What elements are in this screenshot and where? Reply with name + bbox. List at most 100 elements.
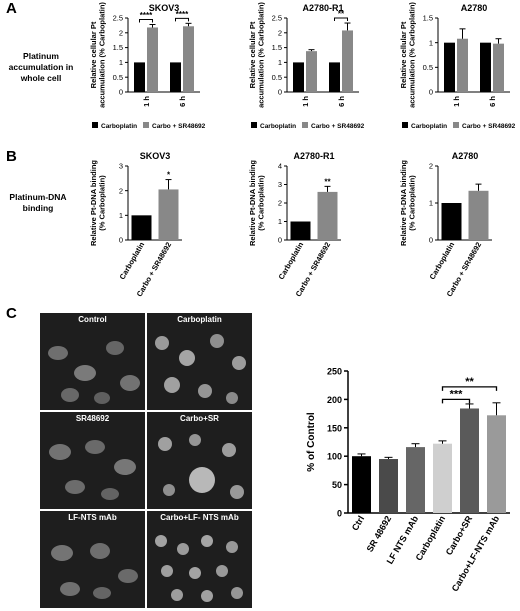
- y-axis-label: Relative Pt-DNA binding(% Carboplatin): [399, 160, 417, 246]
- cells-image: [155, 334, 246, 404]
- micrograph-carbo-lf-nts-mab: Carbo+LF- NTS mAb: [147, 511, 252, 608]
- cells-image: [51, 543, 138, 599]
- legend-label: Carbo + SR48692: [152, 123, 206, 130]
- y-tick-label: 2: [119, 186, 123, 195]
- y-tick-label: 1.5: [113, 43, 123, 52]
- panel-letter-c: C: [6, 305, 17, 322]
- significance-bracket: [139, 19, 153, 23]
- bar: [342, 30, 353, 92]
- cells-image: [155, 535, 243, 602]
- legend-swatch: [302, 122, 308, 128]
- y-tick-label: 0: [119, 88, 123, 97]
- x-tick-label: 1 h: [301, 96, 310, 107]
- x-tick-label: 1 h: [452, 96, 461, 107]
- x-tick-label: SR 48692: [365, 514, 394, 554]
- bar: [441, 203, 462, 240]
- chart-b-a2780: 0 1 2 A2780 Relative Pt-DNA binding(% Carbop…: [399, 151, 492, 298]
- micrograph-carboplatin: Carboplatin: [147, 313, 252, 410]
- significance-label: *: [167, 171, 171, 180]
- y-axis-label: Relative Pt-DNA binding(% Carboplatin): [89, 160, 107, 246]
- legend-label: Carboplatin: [260, 123, 296, 130]
- significance-bracket: [441, 386, 498, 391]
- bar: [158, 189, 179, 240]
- legend-label: Carboplatin: [411, 123, 447, 130]
- y-tick-label: 1: [278, 58, 282, 67]
- chart-title: A2780: [461, 3, 488, 13]
- y-tick-label: 2: [278, 199, 282, 208]
- bar: [293, 62, 304, 92]
- bar: [460, 408, 479, 513]
- y-tick-label: 3: [278, 180, 282, 189]
- y-tick-label: 0: [278, 236, 282, 245]
- micrograph-label: Carbo+SR: [180, 414, 219, 423]
- y-tick-label: 2: [278, 28, 282, 37]
- micrograph-lf-nts-mab: LF-NTS mAb: [40, 511, 145, 608]
- micrograph-label: Carbo+LF- NTS mAb: [160, 513, 239, 522]
- bar: [406, 447, 425, 513]
- y-tick-label: 0.5: [272, 73, 282, 82]
- bar: [457, 38, 468, 92]
- micrograph-sr48692: SR48692: [40, 412, 145, 509]
- x-tick-label: Carbo+LF-NTS mAb: [450, 514, 502, 594]
- row-label-accumulation: Platinum accumulation in whole cell: [8, 51, 74, 83]
- legend-label: Carbo + SR48692: [311, 123, 365, 130]
- bar: [493, 43, 504, 92]
- bar: [170, 62, 181, 92]
- micrograph-label: LF-NTS mAb: [68, 513, 117, 522]
- panel-letter-a: A: [6, 0, 17, 17]
- x-tick-label: Carboplatin: [118, 240, 147, 281]
- y-axis-label: Relative cellular Ptaccumulation (% Carb…: [399, 2, 417, 108]
- y-tick-label: 1: [119, 211, 123, 220]
- chart-a-a2780: 0 0.5 1 1.5 A2780 Relative cellular Ptaccumul…: [399, 2, 516, 130]
- chart-title: A2780-R1: [302, 3, 343, 13]
- y-tick-label: 1: [119, 58, 123, 67]
- x-tick-label: 6 h: [337, 96, 346, 107]
- significance-label: ****: [176, 10, 189, 19]
- row-label-dna-binding: Platinum-DNA binding: [9, 192, 67, 213]
- chart-a-a2780r1: 0 0.5 1 1.5 2 2.5 A2780-R1 Relative cellular Pt…: [248, 2, 365, 130]
- y-tick-label: 0.5: [113, 73, 123, 82]
- y-tick-label: 1.5: [423, 14, 433, 23]
- bar: [480, 42, 491, 92]
- chart-a-skov3: 0 0.5 1 1.5 2 2.5 SKOV3 Relative cellular Ptacc…: [89, 2, 206, 130]
- legend-swatch: [453, 122, 459, 128]
- bar: [131, 215, 152, 240]
- bar: [306, 51, 317, 92]
- bar: [134, 62, 145, 92]
- bar: [352, 456, 371, 513]
- micrograph-label: Control: [78, 315, 107, 324]
- chart-b-a2780r1: 0 1 2 3 4 A2780-R1 Relative Pt-DNA binding(% C…: [248, 151, 341, 298]
- legend-label: Carbo + SR48692: [462, 123, 516, 130]
- y-tick-label: 2.5: [272, 14, 282, 23]
- y-tick-label: 0: [278, 88, 282, 97]
- y-tick-label: 3: [119, 162, 123, 171]
- panel-letter-b: B: [6, 148, 17, 165]
- y-tick-label: 0: [119, 236, 123, 245]
- legend-swatch: [143, 122, 149, 128]
- x-tick-label: Ctrl: [350, 514, 366, 532]
- significance-label: **: [324, 177, 331, 186]
- legend-swatch: [92, 122, 98, 128]
- y-tick-label: 1: [429, 38, 433, 47]
- legend-swatch: [402, 122, 408, 128]
- bar: [317, 191, 338, 240]
- bar: [290, 221, 311, 240]
- significance-label: **: [338, 10, 345, 19]
- y-tick-label: 250: [327, 367, 342, 377]
- x-tick-label: Carboplatin: [428, 240, 457, 281]
- y-tick-label: 2: [119, 28, 123, 37]
- micrograph-label: SR48692: [75, 414, 110, 423]
- micrograph-carbo-sr: Carbo+SR: [147, 412, 252, 509]
- bar: [379, 459, 398, 513]
- y-axis-label: Relative Pt-DNA binding(% Carboplatin): [248, 160, 266, 246]
- x-tick-label: 6 h: [178, 96, 187, 107]
- y-tick-label: 0: [429, 236, 433, 245]
- y-tick-label: 0.5: [423, 63, 433, 72]
- legend-swatch: [251, 122, 257, 128]
- y-axis-label: % of Control: [306, 412, 317, 472]
- x-tick-label: Carboplatin: [277, 240, 306, 281]
- y-tick-label: 200: [327, 395, 342, 405]
- y-tick-label: 1: [278, 217, 282, 226]
- significance-label: **: [465, 376, 474, 388]
- y-tick-label: 0: [429, 88, 433, 97]
